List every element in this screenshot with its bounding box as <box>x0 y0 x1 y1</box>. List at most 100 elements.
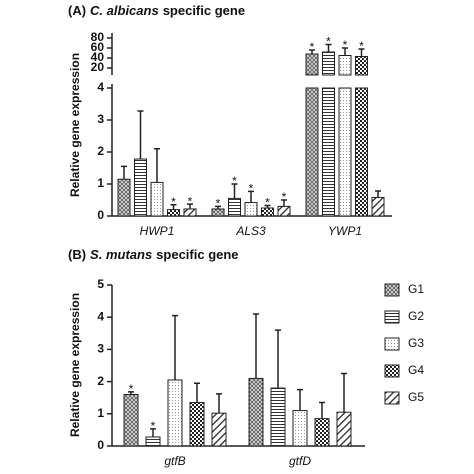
error-bar <box>309 49 315 54</box>
y-tick-label: 40 <box>91 50 105 64</box>
error-bar <box>248 190 254 203</box>
y-tick-label: 3 <box>97 342 104 356</box>
y-tick-label: 2 <box>97 144 104 158</box>
bar <box>336 411 352 447</box>
significance-mark: * <box>188 194 193 208</box>
y-tick-label: 1 <box>97 176 104 190</box>
error-bar <box>281 199 287 207</box>
significance-mark: * <box>343 38 348 52</box>
bar-upper <box>355 56 368 76</box>
y-axis-label: Relative gene expression <box>68 53 82 197</box>
bar-upper <box>338 55 352 76</box>
x-tick-label: ALS3 <box>235 224 266 238</box>
error-bar <box>253 313 259 379</box>
bar <box>123 393 139 447</box>
legend-label: G3 <box>408 336 424 350</box>
bar <box>211 412 227 447</box>
bar-lower <box>305 87 319 217</box>
y-tick-label: 80 <box>91 30 105 44</box>
bar <box>117 178 131 217</box>
y-tick-label: 60 <box>91 40 105 54</box>
significance-mark: * <box>216 197 221 211</box>
error-bar <box>150 428 156 437</box>
x-tick-label: YWP1 <box>328 224 362 238</box>
bar <box>167 209 180 217</box>
bar <box>248 377 264 447</box>
y-tick-label: 20 <box>91 60 105 74</box>
significance-mark: * <box>249 182 254 196</box>
error-bar <box>154 148 160 183</box>
error-bar <box>358 48 365 57</box>
significance-mark: * <box>265 196 270 210</box>
legend-swatch <box>384 364 400 378</box>
bar-upper <box>322 51 335 76</box>
bar <box>167 379 183 447</box>
significance-mark: * <box>359 39 364 53</box>
x-tick-label: HWP1 <box>140 224 175 238</box>
error-bar <box>325 43 332 52</box>
bar <box>371 196 385 217</box>
error-bar <box>170 204 177 210</box>
bar-upper <box>305 53 319 76</box>
error-bar <box>216 393 222 414</box>
bar <box>244 202 258 217</box>
chart-title: (B) S. mutans specific gene <box>68 247 239 262</box>
error-bar <box>342 47 348 56</box>
legend-label: G1 <box>408 282 424 296</box>
bar <box>183 208 197 217</box>
bar <box>228 197 241 217</box>
title-part: C. albicans <box>90 3 159 18</box>
significance-mark: * <box>326 35 331 49</box>
error-bar <box>172 314 178 380</box>
error-bar <box>137 110 144 160</box>
y-tick-label: 4 <box>97 80 104 94</box>
legend-label: G2 <box>408 309 424 323</box>
bar <box>270 387 286 447</box>
y-axis-label: Relative gene expression <box>68 293 82 437</box>
error-bar <box>194 382 200 403</box>
error-bar <box>215 205 221 209</box>
error-bar <box>187 203 193 209</box>
significance-mark: * <box>151 419 156 433</box>
y-tick-label: 2 <box>97 374 104 388</box>
bar <box>150 181 164 217</box>
title-part: specific gene <box>156 247 238 262</box>
legend-swatch <box>384 310 400 324</box>
chart-title: (A) C. albicans specific gene <box>68 3 245 18</box>
bar <box>134 158 147 217</box>
error-bar <box>341 372 347 413</box>
error-bar <box>231 183 238 199</box>
bar <box>277 205 291 217</box>
legend-label: G5 <box>408 390 424 404</box>
bar <box>145 436 161 447</box>
significance-mark: * <box>129 382 134 396</box>
bar <box>314 418 330 447</box>
x-tick-label: gtfB <box>164 454 185 468</box>
y-tick-label: 0 <box>97 438 104 452</box>
legend-swatch <box>384 391 400 405</box>
y-tick-label: 5 <box>97 277 104 291</box>
x-tick-label: gtfD <box>289 454 311 468</box>
bar <box>292 410 308 447</box>
y-tick-label: 0 <box>97 208 104 222</box>
y-tick-label: 4 <box>97 309 104 323</box>
bar-lower <box>355 87 368 217</box>
title-part: (A) <box>68 3 86 18</box>
legend-swatch <box>384 337 400 351</box>
error-bar <box>121 165 127 180</box>
error-bar <box>128 391 134 395</box>
significance-mark: * <box>232 174 237 188</box>
title-part: specific gene <box>163 3 245 18</box>
bar-lower <box>338 87 352 217</box>
significance-mark: * <box>310 40 315 54</box>
legend-swatch <box>384 283 400 297</box>
error-bar <box>319 401 325 419</box>
significance-mark: * <box>282 190 287 204</box>
bar-lower <box>322 87 335 217</box>
error-bar <box>264 204 271 208</box>
legend-label: G4 <box>408 363 424 377</box>
error-bar <box>375 190 381 198</box>
y-tick-label: 3 <box>97 112 104 126</box>
significance-mark: * <box>171 195 176 209</box>
